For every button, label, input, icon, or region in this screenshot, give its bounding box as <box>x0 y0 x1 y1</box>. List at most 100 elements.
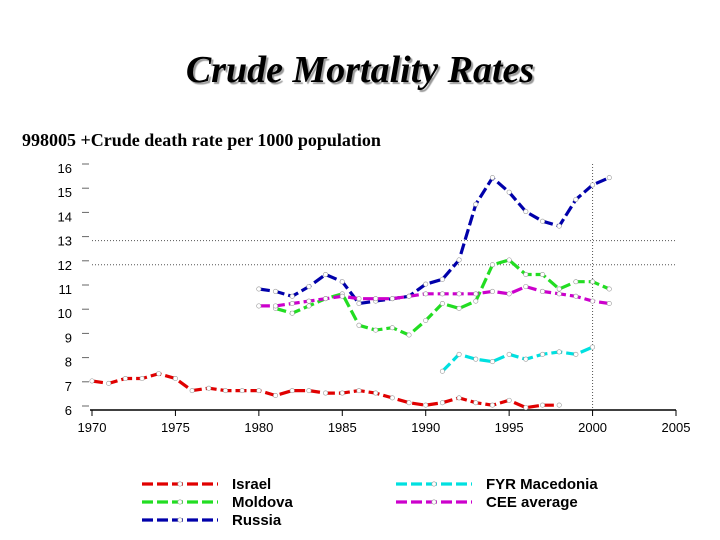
data-point <box>323 296 329 302</box>
y-tick-label-10: 10 <box>58 306 72 321</box>
data-point <box>606 286 612 292</box>
data-point <box>206 385 212 391</box>
data-point <box>556 223 562 229</box>
data-point <box>289 310 295 316</box>
y-tick-label-8: 8 <box>65 355 72 370</box>
data-point <box>523 284 529 290</box>
data-point <box>423 317 429 323</box>
x-tick-label-2005: 2005 <box>662 420 691 435</box>
data-point <box>89 378 95 384</box>
data-point <box>439 301 445 307</box>
y-tick-label-13: 13 <box>58 234 72 249</box>
legend-label-2: Russia <box>232 512 282 529</box>
data-point <box>473 298 479 304</box>
data-point <box>489 262 495 268</box>
data-point <box>289 301 295 307</box>
legend-label-4: CEE average <box>486 494 578 511</box>
data-point <box>456 305 462 311</box>
legend-marker-0 <box>177 481 183 487</box>
data-point <box>306 303 312 309</box>
data-point <box>423 402 429 408</box>
data-point <box>573 196 579 202</box>
data-point <box>456 395 462 401</box>
data-point <box>423 291 429 297</box>
data-point <box>540 402 546 408</box>
data-point <box>523 271 529 277</box>
data-point <box>473 356 479 362</box>
data-point <box>156 371 162 377</box>
y-tick-label-7: 7 <box>65 379 72 394</box>
data-point <box>606 301 612 307</box>
data-point <box>289 293 295 299</box>
grid <box>92 164 676 410</box>
data-point <box>506 291 512 297</box>
legend-label-3: FYR Macedonia <box>486 476 598 493</box>
data-point <box>356 301 362 307</box>
data-point <box>306 388 312 394</box>
series-line-4 <box>258 285 610 308</box>
data-point <box>456 257 462 263</box>
data-point <box>523 405 529 411</box>
data-point <box>339 293 345 299</box>
data-point <box>256 388 262 394</box>
data-point <box>373 296 379 302</box>
data-point <box>406 332 412 338</box>
data-point <box>139 376 145 382</box>
data-point <box>289 388 295 394</box>
data-point <box>506 397 512 403</box>
data-point <box>389 395 395 401</box>
data-point <box>256 303 262 309</box>
data-point <box>189 388 195 394</box>
legend-label-0: Israel <box>232 476 271 493</box>
series-line-3 <box>441 345 594 373</box>
data-point <box>606 175 612 181</box>
legend-label-1: Moldova <box>232 494 293 511</box>
data-point <box>256 286 262 292</box>
data-point <box>339 390 345 396</box>
data-point <box>573 293 579 299</box>
data-point <box>556 286 562 292</box>
x-tick-label-2000: 2000 <box>578 420 607 435</box>
legend-marker-1 <box>177 499 183 505</box>
data-point <box>423 281 429 287</box>
data-point <box>172 376 178 382</box>
data-point <box>523 356 529 362</box>
data-point <box>356 388 362 394</box>
axes: 1970 1975 1980 1985 1990 1995 2000 2005 6 7 8 9 10 11… <box>58 161 691 435</box>
data-point <box>489 402 495 408</box>
y-tick-label-15: 15 <box>58 185 72 200</box>
data-point <box>122 376 128 382</box>
data-point <box>456 291 462 297</box>
data-point <box>473 201 479 207</box>
data-point <box>473 291 479 297</box>
x-tick-label-1985: 1985 <box>328 420 357 435</box>
legend-marker-2 <box>177 517 183 523</box>
chart-title: 998005 +Crude death rate per 1000 popula… <box>22 130 381 150</box>
data-point <box>273 303 279 309</box>
data-point <box>540 288 546 294</box>
data-point <box>489 175 495 181</box>
data-point <box>356 322 362 328</box>
data-point <box>273 392 279 398</box>
data-point <box>540 351 546 357</box>
legend-marker-3 <box>431 481 437 487</box>
x-tick-label-1980: 1980 <box>244 420 273 435</box>
x-tick-label-1975: 1975 <box>161 420 190 435</box>
data-point <box>406 293 412 299</box>
data-point <box>590 298 596 304</box>
data-point <box>439 291 445 297</box>
data-point <box>439 400 445 406</box>
x-tick-label-1990: 1990 <box>411 420 440 435</box>
data-point <box>222 388 228 394</box>
data-point <box>389 325 395 331</box>
data-point <box>439 368 445 374</box>
data-point <box>573 351 579 357</box>
data-point <box>373 390 379 396</box>
y-tick-label-6: 6 <box>65 403 72 418</box>
y-tick-label-14: 14 <box>58 209 72 224</box>
data-point <box>473 400 479 406</box>
data-point <box>590 279 596 285</box>
data-point <box>323 390 329 396</box>
